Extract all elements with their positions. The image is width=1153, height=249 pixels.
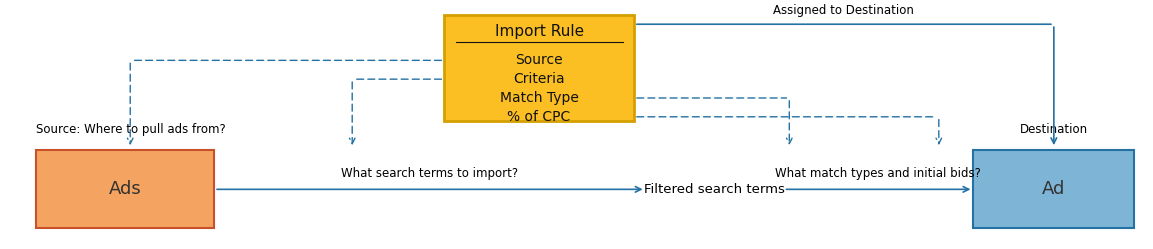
Text: Destination: Destination — [1019, 123, 1088, 136]
Text: Criteria: Criteria — [513, 72, 565, 86]
Text: Import Rule: Import Rule — [495, 24, 583, 39]
FancyBboxPatch shape — [973, 150, 1135, 228]
Text: Assigned to Destination: Assigned to Destination — [774, 4, 914, 17]
Text: Ad: Ad — [1042, 180, 1065, 198]
Text: Match Type: Match Type — [499, 91, 579, 105]
Text: What search terms to import?: What search terms to import? — [341, 167, 519, 180]
Text: % of CPC: % of CPC — [507, 110, 571, 124]
Text: Filtered search terms: Filtered search terms — [645, 183, 785, 196]
FancyBboxPatch shape — [36, 150, 214, 228]
Text: Ads: Ads — [108, 180, 142, 198]
Text: Source: Source — [515, 53, 563, 67]
Text: Source: Where to pull ads from?: Source: Where to pull ads from? — [36, 123, 226, 136]
FancyBboxPatch shape — [444, 14, 634, 121]
Text: What match types and initial bids?: What match types and initial bids? — [776, 167, 981, 180]
